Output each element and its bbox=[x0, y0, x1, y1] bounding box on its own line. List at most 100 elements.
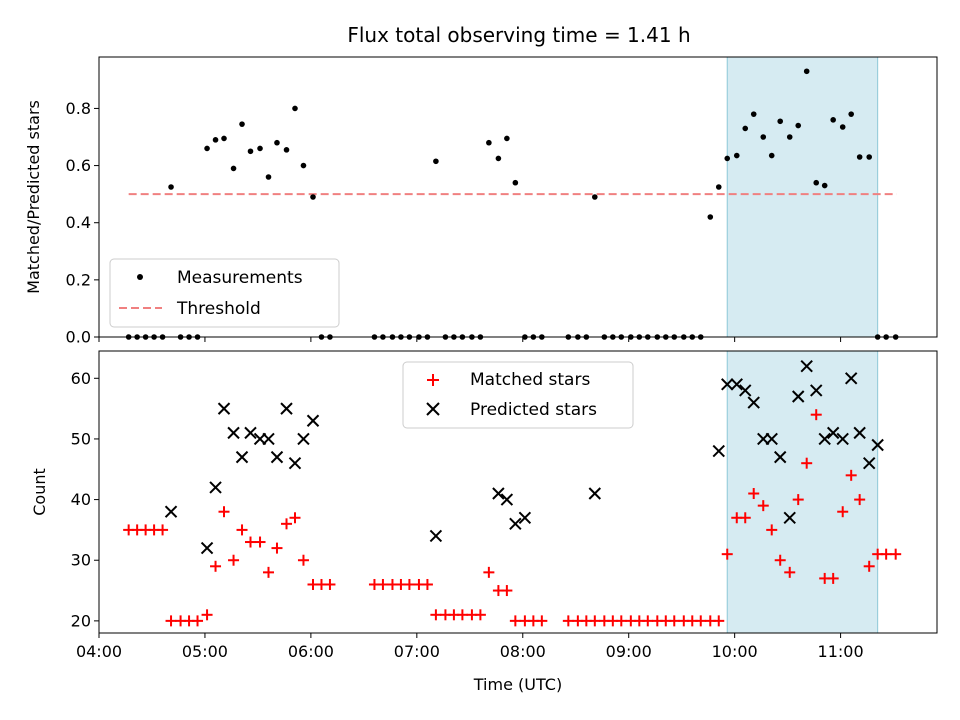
predicted-star-point bbox=[588, 487, 602, 500]
predicted-star-point bbox=[518, 511, 532, 524]
measurement-point bbox=[204, 145, 210, 152]
top-x-ticks bbox=[98, 337, 842, 342]
measurement-point bbox=[856, 154, 863, 160]
predicted-star-point bbox=[783, 511, 796, 524]
legend-predicted-marker bbox=[426, 402, 440, 416]
predicted-star-point bbox=[730, 378, 743, 391]
measurement-point bbox=[768, 152, 775, 159]
measurement-point bbox=[300, 162, 307, 169]
bottom-x-tick-label: 11:00 bbox=[818, 642, 864, 661]
predicted-star-point bbox=[818, 432, 831, 446]
legend-measurements-label: Measurements bbox=[177, 268, 303, 288]
bottom-x-axis-label: Time (UTC) bbox=[473, 675, 562, 694]
matched-star-point bbox=[890, 548, 902, 560]
matched-star-point bbox=[668, 615, 680, 627]
top-legend: Measurements Threshold bbox=[109, 258, 340, 328]
measurement-point bbox=[292, 105, 298, 112]
bottom-x-tick-label: 05:00 bbox=[182, 642, 228, 661]
measurement-point bbox=[848, 111, 854, 117]
measurement-point bbox=[310, 194, 316, 200]
matched-star-point bbox=[289, 512, 301, 524]
matched-star-point bbox=[695, 615, 707, 627]
predicted-star-point bbox=[280, 402, 293, 415]
bottom-panel: 20 30 40 50 60 Count 04:00 05:00 06:00 07:00 08:… bbox=[30, 350, 938, 694]
bottom-y-tick-label: 30 bbox=[71, 551, 91, 570]
matched-star-point bbox=[377, 578, 389, 590]
predicted-star-point bbox=[306, 414, 320, 427]
matched-star-point bbox=[157, 524, 169, 536]
matched-star-point bbox=[784, 566, 796, 578]
predicted-star-point bbox=[288, 456, 302, 470]
matched-star-point bbox=[430, 609, 442, 621]
matched-star-point bbox=[218, 506, 230, 518]
bottom-x-tick-label: 07:00 bbox=[394, 642, 440, 661]
matched-star-point bbox=[757, 500, 769, 512]
bottom-x-ticks: 04:00 05:00 06:00 07:00 08:00 09:00 10:00 11:00 bbox=[76, 633, 864, 661]
measurement-point bbox=[742, 125, 749, 132]
matched-star-point bbox=[456, 609, 468, 621]
matched-star-point bbox=[271, 542, 283, 554]
matched-star-point bbox=[589, 615, 601, 627]
bottom-x-tick-label: 09:00 bbox=[606, 642, 652, 661]
matched-star-point bbox=[766, 524, 778, 536]
matched-star-point bbox=[228, 554, 240, 566]
matched-star-point bbox=[421, 578, 433, 590]
matched-star-point bbox=[254, 536, 266, 548]
matched-star-point bbox=[501, 585, 513, 597]
measurement-point bbox=[830, 117, 836, 123]
matched-star-point bbox=[827, 572, 839, 584]
top-y-axis-label: Matched/Predicted stars bbox=[24, 100, 43, 294]
matched-star-point bbox=[509, 615, 521, 627]
matched-star-point bbox=[837, 506, 849, 518]
bottom-legend: Matched stars Predicted stars bbox=[402, 361, 634, 429]
measurement-point bbox=[821, 182, 828, 189]
bottom-y-axis-label: Count bbox=[30, 468, 49, 516]
legend-threshold-label: Threshold bbox=[176, 299, 261, 319]
measurement-point bbox=[724, 155, 731, 162]
predicted-star-point bbox=[800, 359, 813, 373]
top-y-tick-label: 0.2 bbox=[66, 270, 91, 289]
measurement-point bbox=[707, 214, 714, 220]
measurement-point bbox=[168, 184, 174, 190]
measurement-point bbox=[486, 139, 492, 146]
legend-matched-marker bbox=[427, 374, 439, 386]
matched-star-point bbox=[810, 409, 822, 421]
matched-star-point bbox=[845, 469, 857, 481]
measurement-point bbox=[221, 135, 227, 142]
predicted-star-point bbox=[509, 517, 522, 531]
predicted-star-point bbox=[765, 432, 778, 446]
predicted-star-point bbox=[862, 456, 876, 470]
measurement-point bbox=[257, 145, 263, 152]
matched-star-point bbox=[263, 566, 275, 578]
matched-star-point bbox=[474, 609, 486, 621]
predicted-star-point bbox=[200, 541, 214, 555]
top-y-tick-label: 0.6 bbox=[66, 156, 91, 175]
predicted-star-point bbox=[739, 384, 752, 397]
measurement-point bbox=[265, 174, 272, 180]
matched-star-point bbox=[192, 615, 204, 627]
matched-star-point bbox=[536, 615, 548, 627]
matched-star-point bbox=[801, 457, 813, 469]
predicted-star-point bbox=[209, 481, 222, 494]
bottom-y-tick-label: 50 bbox=[71, 429, 91, 448]
matched-star-point bbox=[324, 578, 336, 590]
top-highlight-region bbox=[726, 56, 879, 338]
top-plot-frame bbox=[98, 56, 938, 338]
bottom-y-tick-label: 60 bbox=[71, 369, 91, 388]
predicted-star-point bbox=[500, 493, 514, 506]
matched-star-point bbox=[236, 524, 248, 536]
predicted-star-point bbox=[429, 529, 443, 543]
matched-star-point bbox=[403, 578, 415, 590]
predicted-star-point bbox=[712, 444, 725, 458]
measurement-point bbox=[777, 118, 784, 125]
bottom-legend-box bbox=[402, 361, 634, 429]
measurement-point bbox=[495, 155, 502, 162]
matched-star-point bbox=[774, 554, 786, 566]
predicted-star-point bbox=[853, 426, 866, 440]
measurement-point bbox=[866, 154, 872, 160]
matched-star-point bbox=[713, 615, 725, 627]
matched-star-point bbox=[483, 566, 495, 578]
top-y-tick-label: 0.0 bbox=[66, 328, 91, 347]
measurement-point bbox=[839, 124, 846, 130]
measurement-point bbox=[715, 184, 722, 190]
